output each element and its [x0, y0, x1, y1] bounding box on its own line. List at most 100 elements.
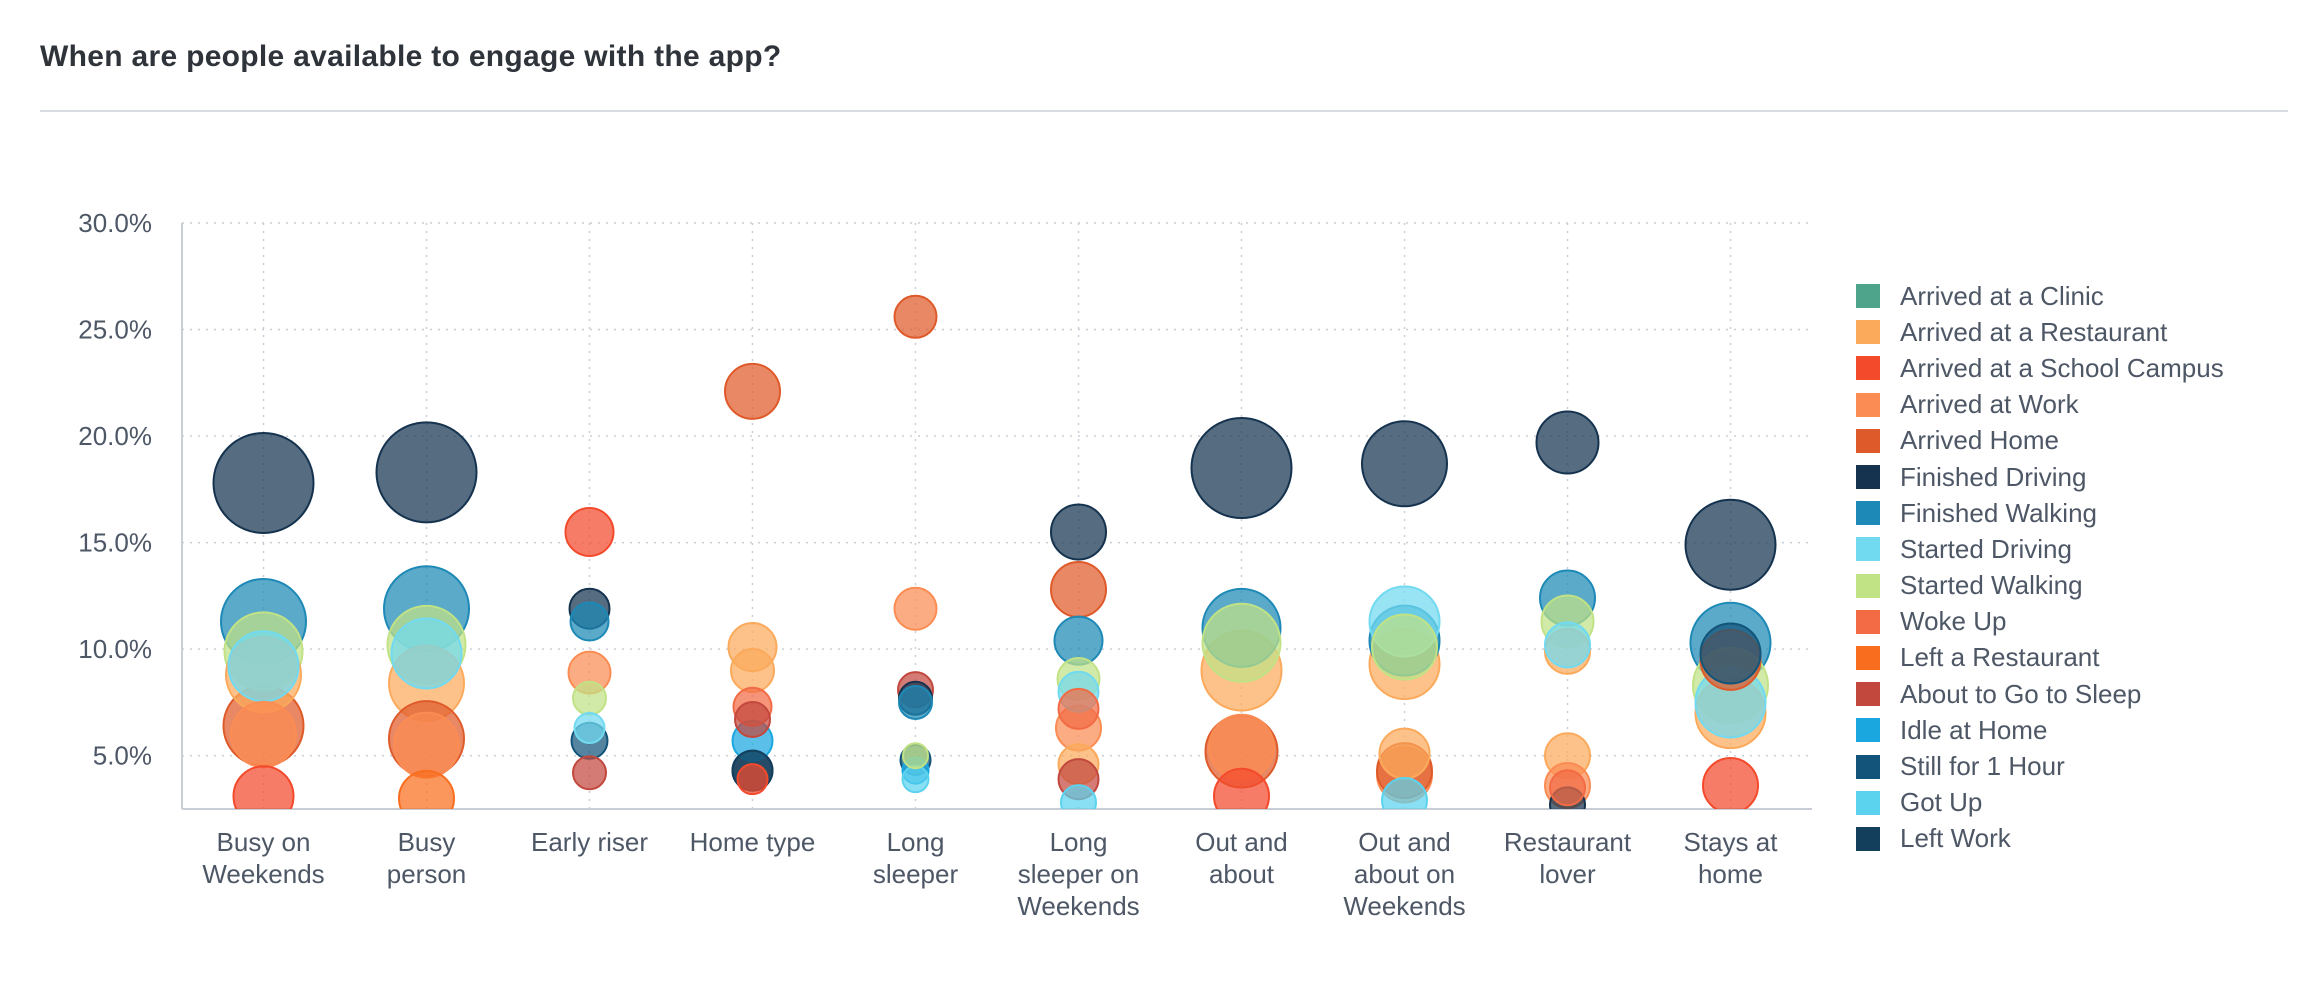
bubble-finished-driving[interactable] — [212, 431, 315, 534]
bubble-arrived-at-work[interactable] — [393, 711, 460, 779]
bubble-started-walking[interactable] — [1371, 613, 1438, 681]
legend-swatch — [1856, 826, 1880, 851]
bubble-arrived-at-a-school-campus[interactable] — [736, 763, 769, 796]
legend-swatch — [1856, 537, 1880, 562]
bubble-still-for-1-hour[interactable] — [1699, 622, 1762, 685]
x-tick-label: Busy on — [217, 827, 311, 857]
x-tick-label: home — [1698, 859, 1763, 889]
bubble-about-to-go-to-sleep[interactable] — [734, 701, 771, 739]
bubble-started-walking[interactable] — [902, 742, 929, 770]
bubble-arrived-home[interactable] — [724, 362, 781, 420]
x-tick-label: Weekends — [1343, 891, 1465, 921]
y-tick-label: 10.0% — [78, 634, 152, 664]
bubble-arrived-at-a-school-campus[interactable] — [1702, 757, 1759, 813]
bubble-finished-driving[interactable] — [1535, 410, 1600, 475]
legend-label: Finished Driving — [1900, 461, 2087, 492]
bubble-arrived-at-a-school-campus[interactable] — [564, 506, 615, 557]
legend-swatch — [1856, 501, 1880, 526]
bubble-got-up[interactable] — [1060, 784, 1097, 820]
x-tick-label: about on — [1354, 859, 1455, 889]
legend-swatch — [1856, 718, 1880, 743]
legend-item[interactable]: Still for 1 Hour — [1856, 748, 2224, 784]
legend-label: Finished Walking — [1900, 497, 2098, 528]
x-tick-label: Home type — [690, 827, 816, 857]
bubble-started-driving[interactable] — [227, 630, 300, 703]
x-tick-label: Weekends — [1017, 891, 1139, 921]
x-tick-label: lover — [1539, 859, 1596, 889]
y-tick-label: 25.0% — [78, 315, 152, 345]
legend-label: Arrived at a School Campus — [1900, 352, 2224, 383]
bubble-started-driving[interactable] — [390, 617, 463, 690]
legend-item[interactable]: Got Up — [1856, 785, 2224, 821]
legend-item[interactable]: Started Driving — [1856, 531, 2224, 567]
legend-item[interactable]: Arrived at Work — [1856, 387, 2224, 423]
bubble-started-driving[interactable] — [1544, 621, 1591, 669]
legend-item[interactable]: Finished Walking — [1856, 495, 2224, 531]
legend-item[interactable]: Left a Restaurant — [1856, 640, 2224, 676]
y-axis-labels: 30.0% 25.0% 20.0% 15.0% 10.0% 5.0% — [78, 208, 152, 771]
bubble-arrived-at-work[interactable] — [230, 700, 297, 768]
bubble-finished-driving[interactable] — [1190, 417, 1293, 520]
title-divider — [40, 110, 2288, 112]
legend-label: Arrived at Work — [1900, 389, 2079, 420]
y-tick-label: 20.0% — [78, 421, 152, 451]
bubble-arrived-at-a-restaurant[interactable] — [730, 647, 775, 693]
bubble-finished-driving[interactable] — [1361, 420, 1448, 508]
bubble-started-walking[interactable] — [572, 680, 607, 716]
legend-item[interactable]: Started Walking — [1856, 568, 2224, 604]
legend-item[interactable]: Arrived at a School Campus — [1856, 350, 2224, 386]
legend-label: Started Driving — [1900, 533, 2072, 564]
legend-label: Still for 1 Hour — [1900, 751, 2065, 782]
legend-item[interactable]: Left Work — [1856, 821, 2224, 857]
bubble-started-driving[interactable] — [573, 712, 606, 745]
bubble-finished-walking[interactable] — [898, 684, 933, 720]
bubble-layer — [212, 294, 1777, 826]
bubble-arrived-at-a-school-campus[interactable] — [1213, 767, 1270, 824]
bubble-left-a-restaurant[interactable] — [398, 769, 455, 826]
bubble-arrived-home[interactable] — [1050, 561, 1107, 619]
bubble-finished-driving[interactable] — [375, 421, 478, 524]
legend-item[interactable]: Finished Driving — [1856, 459, 2224, 495]
legend-swatch — [1856, 754, 1880, 779]
legend: Arrived at a Clinic Arrived at a Restaura… — [1856, 278, 2224, 857]
x-tick-label: Out and — [1195, 827, 1288, 857]
chart-title: When are people available to engage with… — [40, 40, 782, 73]
legend-item[interactable]: Arrived Home — [1856, 423, 2224, 459]
x-tick-label: Busy — [398, 827, 456, 857]
bubble-arrived-home[interactable] — [893, 294, 938, 339]
bubble-finished-driving[interactable] — [1050, 503, 1107, 561]
bubble-finished-driving[interactable] — [1684, 498, 1777, 591]
bubble-arrived-at-a-school-campus[interactable] — [232, 765, 295, 826]
bubble-started-walking[interactable] — [1201, 602, 1282, 683]
legend-item[interactable]: Woke Up — [1856, 604, 2224, 640]
y-tick-label: 30.0% — [78, 208, 152, 238]
legend-item[interactable]: About to Go to Sleep — [1856, 676, 2224, 712]
bubble-finished-walking[interactable] — [569, 601, 610, 642]
legend-swatch — [1856, 645, 1880, 670]
legend-item[interactable]: Arrived at a Clinic — [1856, 278, 2224, 314]
bubble-about-to-go-to-sleep[interactable] — [572, 755, 607, 791]
bubble-got-up[interactable] — [901, 765, 930, 794]
y-tick-label: 5.0% — [93, 741, 152, 771]
x-tick-label: Long — [887, 827, 945, 857]
axes — [181, 223, 1812, 810]
legend-swatch — [1856, 790, 1880, 815]
bubble-arrived-at-work[interactable] — [893, 586, 938, 631]
legend-item[interactable]: Idle at Home — [1856, 712, 2224, 748]
legend-swatch — [1856, 465, 1880, 490]
x-tick-label: sleeper on — [1018, 859, 1139, 889]
x-tick-label: Restaurant — [1504, 827, 1632, 857]
bubble-got-up[interactable] — [1381, 776, 1428, 823]
legend-label: Left a Restaurant — [1900, 642, 2100, 673]
legend-swatch — [1856, 356, 1880, 381]
x-tick-label: about — [1209, 859, 1275, 889]
bubble-woke-up[interactable] — [1549, 769, 1586, 807]
bubble-arrived-at-a-restaurant[interactable] — [1378, 727, 1431, 780]
legend-swatch — [1856, 682, 1880, 707]
bubble-woke-up[interactable] — [1057, 687, 1100, 730]
legend-item[interactable]: Arrived at a Restaurant — [1856, 314, 2224, 350]
x-tick-label: person — [387, 859, 467, 889]
legend-swatch — [1856, 573, 1880, 598]
